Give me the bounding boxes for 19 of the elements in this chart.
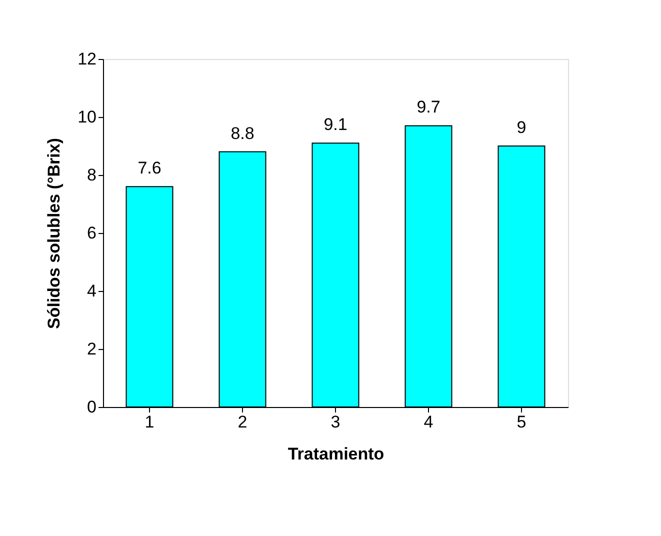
x-tick-label: 2: [238, 412, 248, 432]
data-label: 7.6: [138, 158, 162, 178]
data-label: 8.8: [230, 124, 254, 143]
y-tick-label: 10: [78, 108, 96, 126]
y-tick-label: 4: [87, 282, 96, 300]
data-label: 9.7: [416, 98, 440, 117]
y-tick-label: 2: [87, 340, 96, 358]
x-tick-label: 4: [424, 412, 434, 432]
y-tick-label: 8: [87, 166, 96, 184]
x-tick-label: 1: [144, 412, 154, 432]
x-tick-label: 5: [516, 412, 526, 432]
x-axis-title: Tratamiento: [288, 444, 384, 464]
x-tick-label: 3: [330, 412, 340, 432]
y-axis-title: Sólidos solubles (°Brix): [44, 138, 64, 329]
data-label: 9: [516, 118, 526, 137]
data-label: 9.1: [324, 115, 348, 134]
y-tick-label: 12: [78, 50, 96, 68]
y-tick-label: 0: [87, 398, 96, 416]
y-tick-label: 6: [87, 224, 96, 242]
